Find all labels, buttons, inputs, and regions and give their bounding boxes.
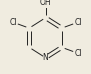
Text: Cl: Cl xyxy=(74,49,82,58)
Text: Cl: Cl xyxy=(9,18,17,27)
Text: N: N xyxy=(43,53,48,62)
Text: OH: OH xyxy=(40,0,51,7)
Text: Cl: Cl xyxy=(74,18,82,27)
